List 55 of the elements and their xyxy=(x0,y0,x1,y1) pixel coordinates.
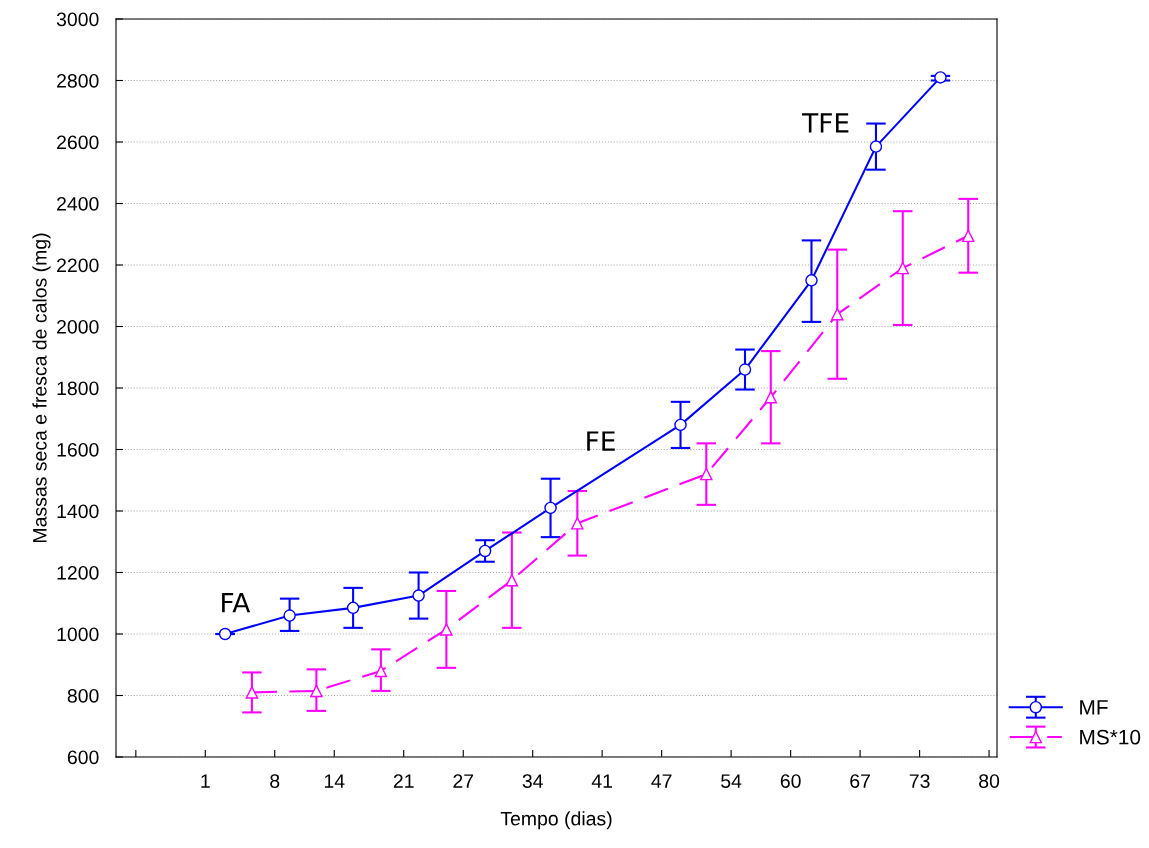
y-tick-label: 1200 xyxy=(57,565,99,580)
x-tick-label: 67 xyxy=(850,774,870,788)
point xyxy=(440,623,453,636)
y-tick-label: 1800 xyxy=(57,381,99,396)
point xyxy=(674,418,687,432)
y-tick-label: 2600 xyxy=(57,135,99,150)
y-tick-label: 2000 xyxy=(57,319,99,334)
point xyxy=(346,601,360,615)
point xyxy=(896,261,909,275)
point xyxy=(934,71,947,84)
point xyxy=(805,274,818,287)
y-tick-label: 800 xyxy=(67,688,99,703)
y-tick-label: 1400 xyxy=(57,504,99,519)
y-tick-label: 2800 xyxy=(57,73,99,88)
x-tick-label: 47 xyxy=(651,774,672,788)
point xyxy=(283,609,296,622)
y-tick-label: 3000 xyxy=(56,12,99,27)
legend-label: MS*10 xyxy=(1080,729,1141,745)
x-tick-label: 41 xyxy=(591,774,612,788)
point xyxy=(764,390,778,404)
y-tick-label: 2200 xyxy=(57,258,99,273)
point xyxy=(310,684,323,698)
annotation: FE xyxy=(587,431,615,451)
x-tick-label: 1 xyxy=(201,774,210,788)
point xyxy=(374,664,388,678)
annotation: FA xyxy=(222,593,251,613)
point xyxy=(478,544,492,558)
y-axis-title: Massas seca e fresca de calos (mg) xyxy=(32,233,51,543)
x-tick-label: 60 xyxy=(780,774,801,788)
point xyxy=(505,573,519,587)
y-tick-label: 2400 xyxy=(57,196,99,211)
x-tick-label: 34 xyxy=(522,774,543,788)
x-tick-label: 21 xyxy=(393,774,414,788)
point xyxy=(412,589,425,602)
point xyxy=(831,307,844,321)
y-tick-label: 1000 xyxy=(57,627,99,642)
x-tick-label: 54 xyxy=(721,774,742,788)
x-tick-label: 80 xyxy=(979,774,1000,788)
point xyxy=(571,517,584,530)
x-tick-label: 8 xyxy=(270,774,280,788)
point xyxy=(869,140,883,153)
point xyxy=(245,686,259,699)
y-tick-label: 600 xyxy=(67,750,99,765)
legend-label: MF xyxy=(1080,700,1108,715)
y-tick-label: 1600 xyxy=(57,442,99,457)
point xyxy=(961,229,975,243)
x-tick-label: 27 xyxy=(453,774,474,788)
x-axis-title: Tempo (dias) xyxy=(500,811,612,830)
point xyxy=(700,467,713,481)
annotation: TFE xyxy=(802,113,849,133)
x-tick-label: 73 xyxy=(909,774,930,788)
point xyxy=(544,501,557,515)
x-tick-label: 14 xyxy=(324,774,345,788)
point xyxy=(218,627,232,641)
point xyxy=(738,363,752,376)
